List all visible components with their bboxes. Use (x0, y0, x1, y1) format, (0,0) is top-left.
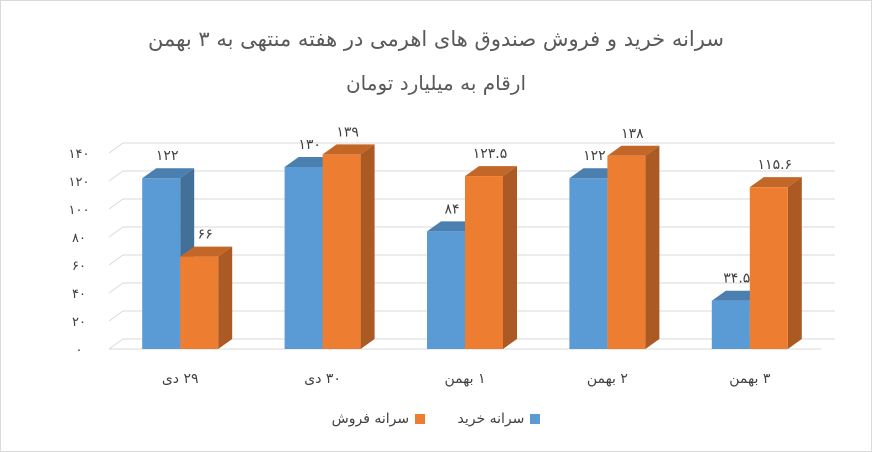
legend-label-buy: سرانه خرید (457, 411, 525, 427)
data-label: ۸۴ (444, 201, 459, 217)
data-label: ۱۳۰ (298, 137, 321, 153)
y-tick-label: ۲۰ (72, 315, 86, 330)
bar-side (503, 166, 517, 349)
gridline-side (108, 310, 124, 322)
gridline-side (108, 198, 124, 210)
bar-top (607, 145, 660, 156)
data-label: ۱۳۸ (621, 126, 644, 142)
bar (284, 167, 323, 349)
bar (569, 178, 608, 349)
bar (607, 155, 646, 349)
y-tick-label: ۶۰ (72, 259, 86, 274)
legend-item-sell: سرانه فروش (331, 411, 426, 427)
legend-swatch-sell (415, 414, 426, 424)
x-tick-label: ۳۰ دی (304, 371, 341, 387)
x-tick-label: ۱ بهمن (444, 371, 485, 387)
legend-label-sell: سرانه فروش (331, 411, 410, 427)
chart-subtitle: ارقام به میلیارد تومان (345, 71, 527, 95)
bar (427, 231, 465, 349)
y-tick-label: ۰ (76, 343, 83, 358)
y-tick-label: ۴۰ (72, 287, 86, 302)
bar-side (360, 144, 375, 349)
data-label: ۱۲۲ (583, 148, 606, 164)
bar-side (218, 246, 233, 349)
y-tick-label: ۱۴۰ (69, 147, 90, 162)
data-label: ۱۲۳.۵ (473, 146, 508, 162)
bar (749, 187, 788, 349)
legend-item-buy: سرانه خرید (458, 411, 541, 427)
bar-top (465, 166, 517, 177)
bar-top (322, 144, 375, 155)
bar (322, 154, 361, 349)
bar-top (749, 177, 802, 188)
y-tick-label: ۱۰۰ (69, 203, 90, 218)
bar-side (787, 177, 802, 349)
bar-top (142, 168, 195, 179)
gridline-side (108, 338, 124, 350)
y-tick-label: ۸۰ (72, 231, 86, 246)
x-tick-label: ۲ بهمن (587, 371, 628, 387)
data-label: ۱۱۵.۶ (758, 157, 793, 173)
bar-top (180, 246, 233, 257)
chart-title: سرانه خرید و فروش صندوق های اهرمی در هفت… (148, 27, 724, 51)
x-tick-label: ۳ بهمن (729, 371, 771, 387)
bar (711, 300, 750, 349)
gridline-side (108, 170, 124, 182)
data-label: ۳۴.۵ (723, 271, 750, 287)
data-label: ۶۶ (198, 227, 213, 243)
x-tick-label: ۲۹ دی (162, 371, 199, 387)
y-tick-label: ۱۲۰ (69, 175, 90, 190)
gridline-side (108, 254, 124, 266)
gridline-side (108, 142, 124, 154)
data-label: ۱۲۲ (156, 148, 179, 164)
data-label: ۱۳۹ (336, 124, 359, 140)
gridline-side (108, 282, 124, 294)
bar (180, 256, 219, 349)
bar (142, 178, 181, 349)
bar-side (645, 145, 660, 349)
bar (465, 176, 503, 349)
gridline-side (108, 226, 124, 238)
legend: سرانه خرید سرانه فروش (1, 411, 871, 428)
legend-swatch-buy (530, 414, 541, 424)
